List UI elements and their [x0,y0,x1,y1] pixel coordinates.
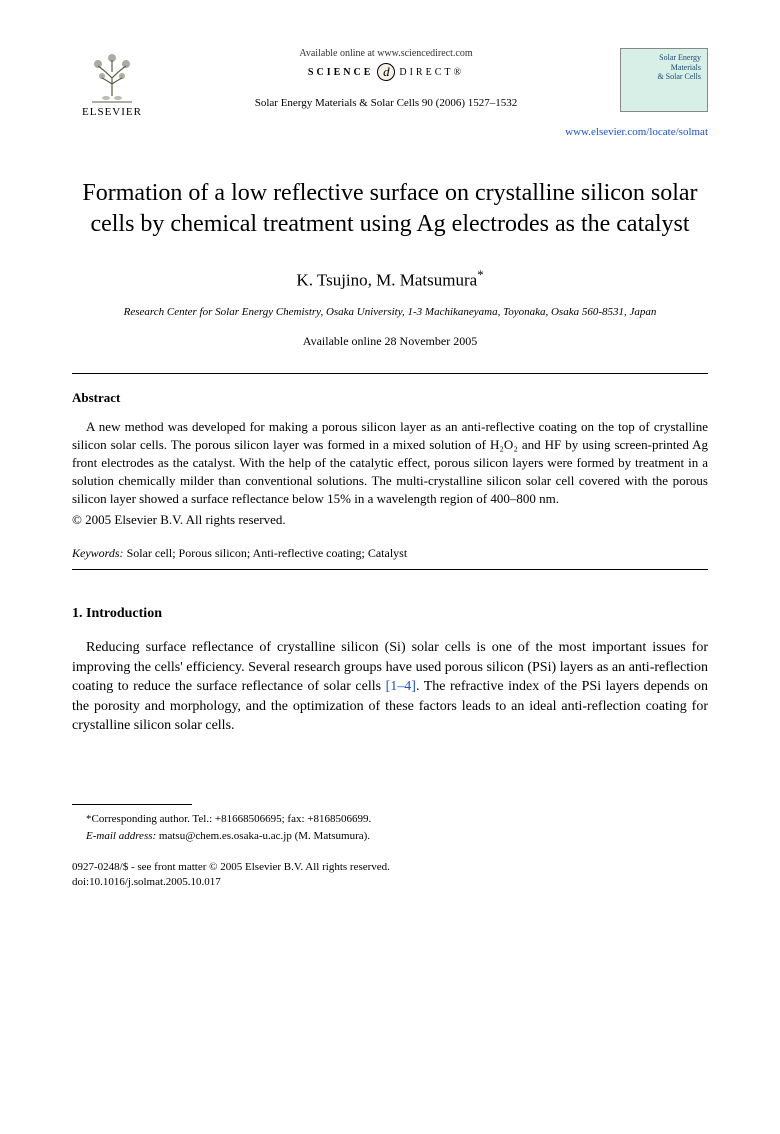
journal-cover-line2: & Solar Cells [627,72,701,82]
corr-marker: * [477,268,483,282]
keywords-label: Keywords: [72,546,124,560]
keywords-values: Solar cell; Porous silicon; Anti-reflect… [124,546,408,560]
abstract-heading: Abstract [72,390,708,406]
keywords-line: Keywords: Solar cell; Porous silicon; An… [72,546,708,561]
sd-circle-icon: d [377,63,395,81]
sd-text-right: DIRECT® [399,67,464,78]
abstract-body: A new method was developed for making a … [72,418,708,508]
journal-cover-block: Solar Energy Materials & Solar Cells [620,48,708,112]
email-label: E-mail address: [86,830,156,842]
journal-link[interactable]: www.elsevier.com/locate/solmat [72,126,708,138]
email-line: E-mail address: matsu@chem.es.osaka-u.ac… [72,828,708,845]
journal-cover-line1: Solar Energy Materials [627,53,701,72]
corresponding-author-line: *Corresponding author. Tel.: +8166850669… [72,811,708,828]
citation-link-1-4[interactable]: [1–4] [386,679,416,694]
affiliation: Research Center for Solar Energy Chemist… [72,305,708,320]
corr-fax: +8168506699. [307,813,371,825]
authors-line: K. Tsujino, M. Matsumura* [72,268,708,291]
sciencedirect-logo: SCIENCE d DIRECT® [308,63,464,81]
bottom-info: 0927-0248/$ - see front matter © 2005 El… [72,860,708,891]
abstract-copyright: © 2005 Elsevier B.V. All rights reserved… [72,512,708,528]
rule-below-keywords [72,569,708,570]
rule-above-abstract [72,373,708,374]
footnote-rule [72,804,192,805]
corr-prefix: *Corresponding author. Tel.: [86,813,215,825]
intro-paragraph: Reducing surface reflectance of crystall… [72,638,708,736]
corr-fax-prefix: ; fax: [282,813,308,825]
page-header: ELSEVIER Available online at www.science… [72,48,708,118]
section-1-heading: 1. Introduction [72,606,708,622]
citation-line: Solar Energy Materials & Solar Cells 90 … [162,97,610,109]
elsevier-label: ELSEVIER [82,106,142,118]
authors-text: K. Tsujino, M. Matsumura [296,271,477,290]
doi-line: doi:10.1016/j.solmat.2005.10.017 [72,875,708,890]
available-date: Available online 28 November 2005 [72,334,708,349]
sd-text-left: SCIENCE [308,67,373,78]
elsevier-tree-icon [84,48,140,104]
available-online-text: Available online at www.sciencedirect.co… [162,48,610,59]
header-center: Available online at www.sciencedirect.co… [152,48,620,109]
corr-tel: +81668506695 [215,813,282,825]
front-matter-line: 0927-0248/$ - see front matter © 2005 El… [72,860,708,875]
email-value: matsu@chem.es.osaka-u.ac.jp (M. Matsumur… [156,830,370,842]
article-title: Formation of a low reflective surface on… [72,178,708,240]
elsevier-logo: ELSEVIER [72,48,152,118]
footnotes-block: *Corresponding author. Tel.: +8166850669… [72,804,708,844]
journal-cover: Solar Energy Materials & Solar Cells [620,48,708,112]
